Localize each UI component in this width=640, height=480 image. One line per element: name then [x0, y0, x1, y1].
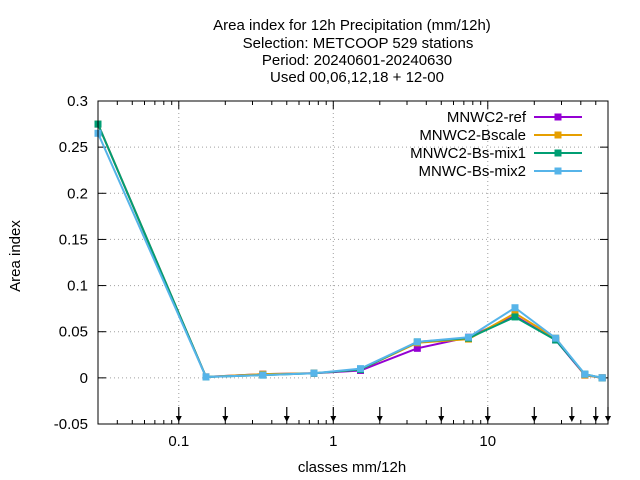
- threshold-arrow: [438, 407, 445, 422]
- legend-entry: MNWC-Bs-mix2: [419, 163, 582, 180]
- x-tick-label: 1: [329, 433, 337, 450]
- threshold-arrow: [484, 407, 491, 422]
- threshold-arrow: [330, 407, 337, 422]
- y-tick-label: 0.1: [67, 278, 88, 295]
- y-tick-label: 0.3: [67, 93, 88, 110]
- data-point: [202, 373, 210, 381]
- legend-marker: [554, 113, 562, 121]
- data-point: [511, 304, 519, 312]
- x-tick-label: 0.1: [168, 433, 189, 450]
- legend-label: MNWC-Bs-mix2: [419, 163, 526, 180]
- threshold-markers: [175, 407, 611, 422]
- series-2: [94, 120, 606, 382]
- legend-entry: MNWC2-Bs-mix1: [410, 145, 582, 162]
- y-tick-label: 0: [80, 370, 88, 387]
- series-line: [97, 123, 603, 379]
- series-1: [94, 120, 606, 382]
- data-point: [552, 334, 560, 342]
- title-line-1: Area index for 12h Precipitation (mm/12h…: [213, 17, 491, 34]
- title-line-4: Used 00,06,12,18 + 12-00: [270, 69, 444, 86]
- legend-label: MNWC2-ref: [447, 109, 527, 126]
- title-line-2: Selection: METCOOP 529 stations: [243, 35, 474, 52]
- threshold-arrow: [592, 407, 599, 422]
- title-line-3: Period: 20240601-20240630: [262, 52, 452, 69]
- series-line: [97, 123, 603, 379]
- legend-label: MNWC2-Bscale: [419, 127, 526, 144]
- data-point: [598, 374, 606, 382]
- data-point: [413, 344, 421, 352]
- grid-lines: [98, 101, 608, 424]
- legend-label: MNWC2-Bs-mix1: [410, 145, 526, 162]
- y-tick-label: 0.2: [67, 185, 88, 202]
- y-tick-label: 0.15: [59, 231, 88, 248]
- threshold-arrow: [376, 407, 383, 422]
- series-3: [94, 129, 606, 382]
- legend-marker: [554, 131, 562, 139]
- series-lines: [94, 120, 606, 382]
- data-point: [413, 338, 421, 346]
- plot-frame: [97, 100, 609, 425]
- series-line: [97, 132, 603, 379]
- y-axis-ticks: -0.05 0 0.05 0.1 0.15 0.2 0.25 0.3: [54, 93, 608, 433]
- data-point: [310, 369, 318, 377]
- legend-entry: MNWC2-ref: [447, 109, 582, 126]
- y-tick-label: 0.05: [59, 324, 88, 341]
- threshold-arrow: [531, 407, 538, 422]
- y-axis-label: Area index: [7, 220, 24, 292]
- data-point: [511, 313, 519, 321]
- threshold-arrow: [175, 407, 182, 422]
- data-point: [581, 370, 589, 378]
- data-point: [259, 371, 267, 379]
- x-axis-label: classes mm/12h: [298, 459, 406, 476]
- legend-marker: [554, 149, 562, 157]
- data-point: [356, 365, 364, 373]
- legend-marker: [554, 167, 562, 175]
- series-0: [94, 120, 606, 382]
- threshold-arrow: [222, 407, 229, 422]
- series-line: [97, 123, 603, 379]
- legend: MNWC2-refMNWC2-BscaleMNWC2-Bs-mix1MNWC-B…: [410, 109, 582, 180]
- data-point: [464, 333, 472, 341]
- chart-title: Area index for 12h Precipitation (mm/12h…: [213, 17, 491, 86]
- threshold-arrow: [283, 407, 290, 422]
- y-tick-label: -0.05: [54, 416, 88, 433]
- threshold-arrow: [568, 407, 575, 422]
- legend-entry: MNWC2-Bscale: [419, 127, 582, 144]
- x-tick-label: 10: [479, 433, 496, 450]
- y-tick-label: 0.25: [59, 139, 88, 156]
